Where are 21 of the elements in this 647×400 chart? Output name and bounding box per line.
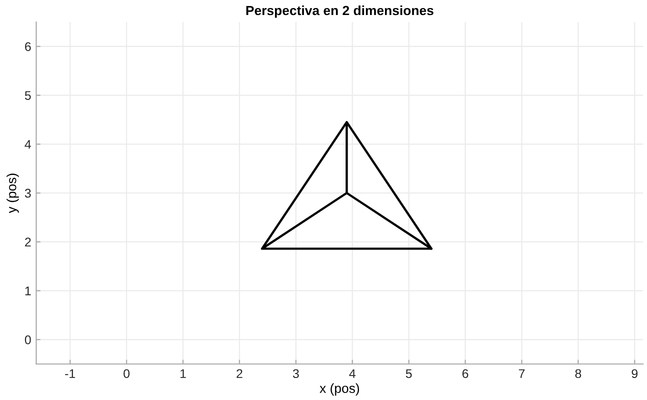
y-tick-label: 2: [25, 238, 31, 246]
y-tick-label: 5: [24, 91, 31, 100]
x-tick-label: 9: [632, 369, 638, 378]
x-tick-label: 3: [292, 369, 299, 378]
x-tick-label: -1: [65, 369, 76, 378]
x-tick-label: 7: [518, 369, 525, 378]
y-tick-label: 4: [24, 140, 32, 149]
y-tick-label: 1: [25, 286, 31, 296]
chart-title: Perspectiva en 2 dimensiones: [246, 5, 434, 18]
x-tick-label: 2: [236, 369, 242, 378]
y-tick-label: 3: [24, 188, 31, 198]
x-tick-label: 5: [406, 369, 412, 378]
x-tick-label: 8: [575, 369, 582, 378]
x-tick-label: 4: [349, 369, 356, 378]
y-tick-label: 0: [24, 335, 31, 344]
x-tick-label: 0: [124, 369, 130, 378]
x-axis-title: x (pos): [320, 383, 360, 396]
x-tick-label: 6: [462, 369, 468, 378]
y-tick-label: 6: [25, 42, 31, 52]
x-tick-label: 1: [180, 369, 186, 378]
y-axis-title: y (pos): [6, 174, 19, 214]
